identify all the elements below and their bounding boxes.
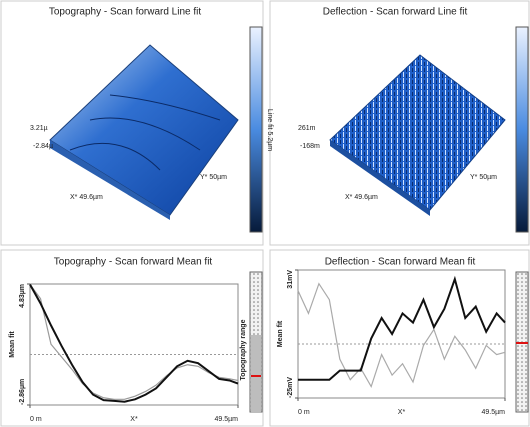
- z-bottom-label: -168m: [300, 143, 320, 150]
- side-label: Topography range: [240, 319, 247, 380]
- surface-texture: [69, 94, 221, 171]
- x-axis-label: X* 49.6µm: [70, 194, 103, 201]
- x-axis-label: X*: [398, 409, 406, 416]
- x-tick-label: 49.5µm: [215, 416, 239, 423]
- y-axis-label: Y* 50µm: [200, 174, 227, 181]
- plot-title: Deflection - Scan forward Mean fit: [325, 257, 476, 268]
- panel-frame: [269, 249, 530, 427]
- panel-frame: [0, 0, 264, 246]
- surface-3d: [49, 44, 239, 216]
- surface-3d: [329, 54, 506, 211]
- panel-frame: [269, 0, 530, 246]
- x-tick-label: 49.5µm: [482, 409, 506, 416]
- y-tick-label: -25mV: [287, 377, 294, 398]
- z-bottom-label: -2.84µ: [33, 143, 53, 150]
- range-marker: [516, 342, 528, 344]
- y-tick-label: 31mV: [287, 270, 294, 289]
- y-tick-label: -2.86µm: [19, 379, 26, 405]
- panel-title: Topography - Scan forward Line fit: [49, 7, 202, 18]
- panel-title: Deflection - Scan forward Line fit: [323, 7, 468, 18]
- data-line: [297, 282, 506, 389]
- plot-area: [297, 269, 506, 399]
- y-axis-label: Mean fit: [277, 320, 284, 347]
- y-axis-label: Mean fit: [9, 331, 16, 358]
- x-axis-label: X* 49.6µm: [345, 194, 378, 201]
- plot-title: Topography - Scan forward Mean fit: [54, 257, 213, 268]
- data-line: [29, 283, 239, 403]
- colorbar: [515, 26, 529, 233]
- x-axis-label: X*: [130, 416, 138, 423]
- colorbar-label: Line fit 5.2µm: [266, 109, 273, 151]
- z-top-label: 261m: [298, 125, 316, 132]
- panel-frame: [0, 249, 264, 427]
- plot-area: [29, 283, 239, 406]
- y-tick-label: 4.83µm: [19, 284, 26, 308]
- z-top-label: 3.21µ: [30, 125, 48, 132]
- y-axis-label: Y* 50µm: [470, 174, 497, 181]
- range-fill: [251, 335, 261, 413]
- x-tick-label: 0 m: [30, 416, 42, 423]
- colorbar: [249, 26, 263, 233]
- data-line: [298, 275, 506, 381]
- surface-side: [50, 140, 170, 220]
- x-tick-label: 0 m: [298, 409, 310, 416]
- range-marker: [251, 375, 261, 377]
- surface-side: [330, 140, 430, 216]
- data-line: [29, 284, 239, 400]
